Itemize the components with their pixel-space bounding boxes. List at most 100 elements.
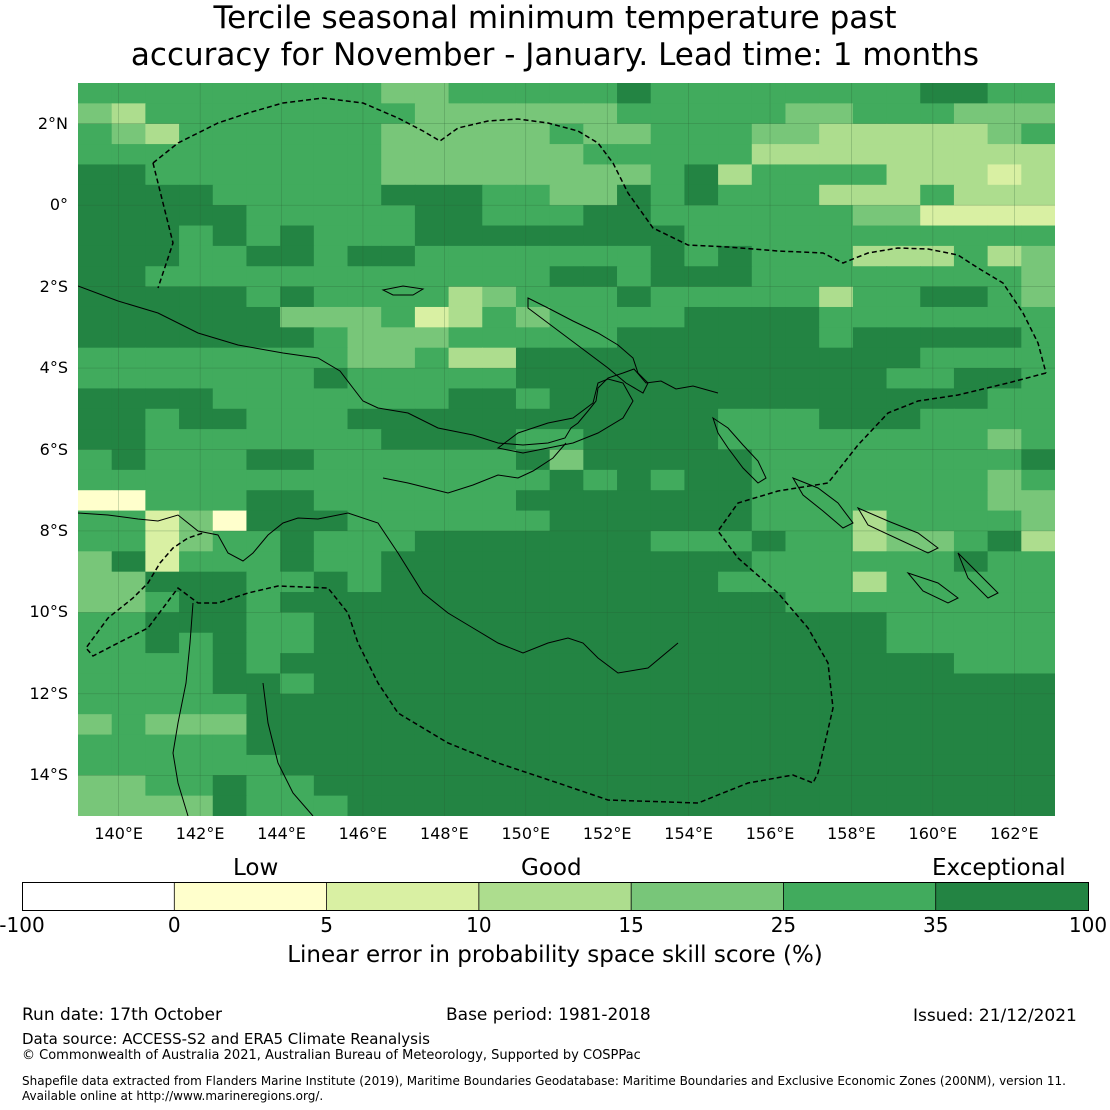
skill-cell (212, 245, 248, 267)
skill-cell (953, 673, 989, 695)
skill-cell (785, 653, 820, 675)
skill-cell (448, 306, 483, 328)
skill-cell (145, 754, 180, 776)
skill-cell (515, 775, 551, 797)
skill-cell (414, 388, 450, 410)
skill-cell (111, 225, 146, 247)
skill-cell (448, 571, 483, 593)
skill-cell (212, 592, 248, 613)
skill-cell (111, 144, 146, 166)
skill-cell (852, 388, 888, 410)
skill-cell (549, 388, 584, 410)
skill-cell (819, 795, 854, 816)
skill-cell (313, 571, 349, 593)
skill-cell (819, 327, 854, 349)
skill-cell (414, 347, 450, 369)
skill-cell (313, 734, 349, 756)
skill-cell (381, 490, 416, 512)
skill-cell (482, 571, 517, 593)
skill-cell (448, 225, 483, 247)
skill-cell (852, 429, 888, 451)
skill-cell (212, 673, 248, 695)
skill-cell (313, 612, 349, 634)
skill-cell (549, 327, 584, 349)
skill-cell (179, 83, 214, 104)
skill-cell (785, 551, 820, 573)
skill-cell (650, 306, 686, 328)
skill-cell (381, 714, 416, 736)
skill-cell (414, 754, 450, 776)
skill-cell (482, 592, 517, 613)
skill-cell (381, 205, 416, 227)
skill-cell (886, 612, 921, 634)
skill-cell (987, 205, 1022, 227)
skill-cell (448, 388, 483, 410)
skill-cell (650, 632, 686, 654)
skill-cell (414, 327, 450, 349)
skill-cell (414, 551, 450, 573)
skill-cell (920, 469, 955, 491)
skill-cell (583, 164, 618, 186)
skill-cell (414, 632, 450, 654)
skill-cell (886, 673, 921, 695)
lon-tick-label: 158°E (827, 824, 876, 843)
skill-cell (987, 754, 1022, 776)
skill-cell (920, 368, 955, 390)
skill-cell (920, 429, 955, 451)
skill-cell (920, 184, 955, 206)
lon-tick-label: 146°E (338, 824, 388, 843)
skill-cell (515, 388, 551, 410)
skill-cell (583, 306, 618, 328)
skill-cell (414, 612, 450, 634)
coastline-new-guinea-south (78, 512, 679, 674)
skill-cell (785, 673, 820, 695)
skill-cell (179, 612, 214, 634)
skill-cell (111, 388, 146, 410)
skill-cell (515, 530, 551, 552)
skill-cell (212, 795, 248, 816)
skill-cell (111, 306, 146, 328)
skill-cell (347, 592, 382, 613)
skill-cell (718, 551, 753, 573)
skill-cell (414, 775, 450, 797)
skill-cell (751, 164, 787, 186)
skill-cell (1021, 632, 1055, 654)
skill-cell (313, 123, 349, 145)
skill-cell (313, 653, 349, 675)
skill-cell (583, 123, 618, 145)
skill-cell (448, 673, 483, 695)
skill-cell (617, 530, 652, 552)
colorbar-bin (174, 882, 328, 910)
skill-cell (482, 184, 517, 206)
skill-cell (1021, 612, 1055, 634)
skill-cell (1021, 205, 1055, 227)
skill-cell (819, 510, 854, 532)
skill-cell (179, 714, 214, 736)
skill-cell (953, 490, 989, 512)
skill-cell (145, 673, 180, 695)
skill-cell (145, 469, 180, 491)
colorbar-bin (935, 882, 1089, 910)
skill-cell (549, 225, 584, 247)
skill-cell (751, 795, 787, 816)
coastline-solomons-2 (856, 506, 939, 554)
skill-cell (953, 714, 989, 736)
skill-cell (751, 245, 787, 267)
skill-cell (920, 123, 955, 145)
skill-cell (482, 286, 517, 308)
skill-cell (515, 592, 551, 613)
skill-cell (414, 266, 450, 288)
skill-cell (852, 327, 888, 349)
skill-cell (617, 164, 652, 186)
skill-cell (819, 714, 854, 736)
skill-cell (448, 469, 483, 491)
skill-cell (414, 653, 450, 675)
skill-cell (852, 245, 888, 267)
skill-cell (1021, 673, 1055, 695)
skill-cell (751, 592, 787, 613)
skill-cell (111, 714, 146, 736)
skill-cell (617, 551, 652, 573)
skill-cell (886, 653, 921, 675)
skill-cell (1021, 245, 1055, 267)
colorbar-bin (478, 882, 632, 910)
